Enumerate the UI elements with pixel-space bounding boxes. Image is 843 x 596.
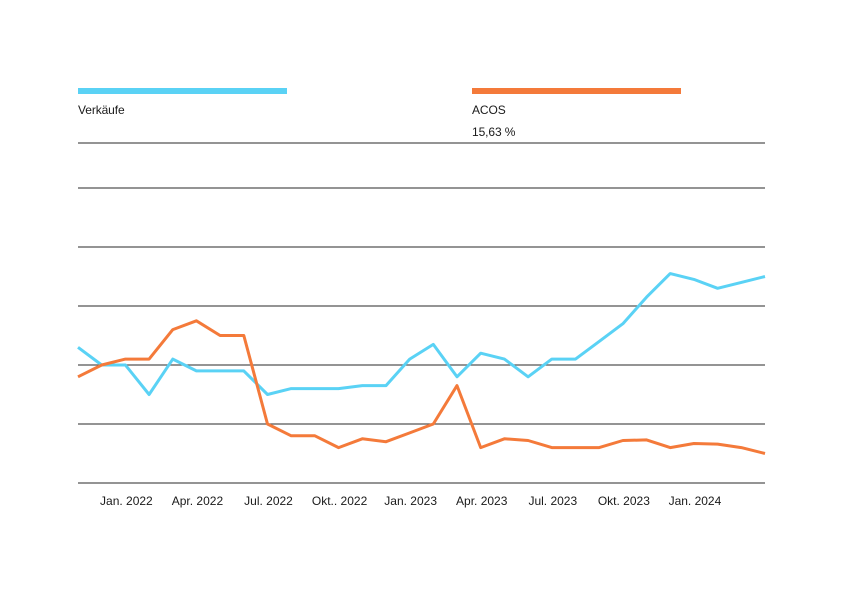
x-tick-label: Apr. 2023 [456, 494, 508, 508]
legend-swatch-sales [78, 88, 287, 94]
x-axis-tick-labels: Jan. 2022 Apr. 2022 Jul. 2022 Okt.. 2022 Jan… [100, 494, 722, 508]
x-tick-label: Apr. 2022 [172, 494, 224, 508]
x-tick-label: Jan. 2022 [100, 494, 153, 508]
legend-swatch-acos [472, 88, 681, 94]
series-line-acos [77, 319, 766, 455]
x-tick-label: Jul. 2022 [244, 494, 293, 508]
series-line-sales [77, 272, 766, 396]
legend-label-sales: Verkäufe [78, 103, 125, 117]
x-tick-label: Okt. 2023 [598, 494, 650, 508]
series-lines [77, 272, 766, 455]
legend-item-acos: ACOS 15,63 % [472, 88, 681, 139]
x-tick-label: Jan. 2024 [669, 494, 722, 508]
legend-value-acos: 15,63 % [472, 125, 516, 139]
legend-label-acos: ACOS [472, 103, 506, 117]
grid-lines [78, 142, 765, 484]
legend-item-sales: Verkäufe [78, 88, 287, 117]
x-tick-label: Jan. 2023 [384, 494, 437, 508]
x-tick-label: Okt.. 2022 [312, 494, 368, 508]
x-tick-label: Jul. 2023 [528, 494, 577, 508]
